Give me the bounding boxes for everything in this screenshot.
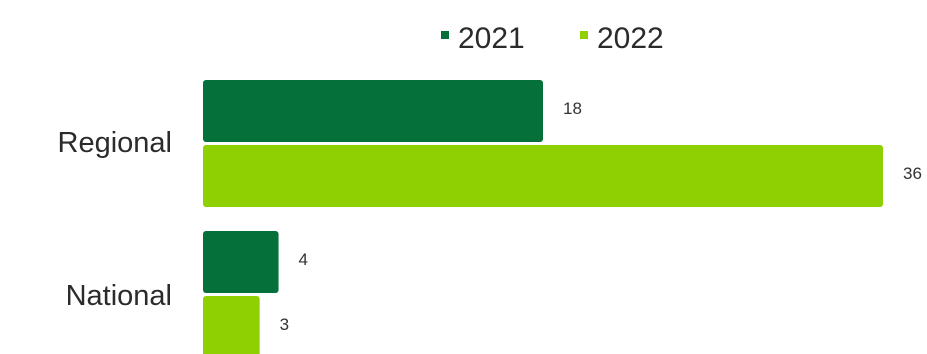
- value-labels-group: 18 36 4 3: [280, 99, 922, 334]
- category-label-national: National: [66, 280, 172, 312]
- legend-swatch-2021: [441, 31, 449, 39]
- legend-swatch-2022: [580, 31, 588, 39]
- value-label-national-2022: 3: [280, 315, 289, 334]
- bars-group: [203, 80, 883, 354]
- bar-regional-2021: [203, 80, 543, 142]
- legend-label-2021: 2021: [458, 22, 525, 55]
- legend-label-2022: 2022: [597, 22, 664, 55]
- value-label-regional-2022: 36: [903, 164, 922, 183]
- category-label-regional: Regional: [58, 127, 172, 159]
- bar-national-2021: [203, 231, 279, 293]
- bar-national-2022: [203, 296, 260, 354]
- bar-regional-2022: [203, 145, 883, 207]
- value-label-national-2021: 4: [299, 250, 308, 269]
- value-label-regional-2021: 18: [563, 99, 582, 118]
- chart-legend: 2021 2022: [441, 22, 664, 55]
